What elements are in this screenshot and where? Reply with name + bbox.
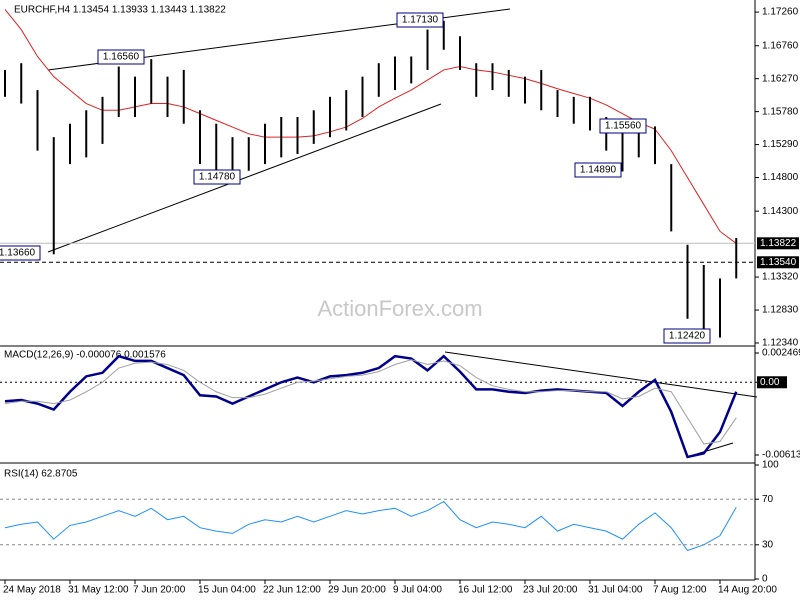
label-box: [757, 376, 787, 389]
x-tick-label: 24 May 2018: [3, 585, 61, 596]
chart-title: EURCHF,H4 1.13454 1.13933 1.13443 1.1382…: [14, 5, 226, 16]
y-tick-label: 0.00: [760, 377, 780, 388]
annotation: 1.15560: [605, 121, 642, 132]
trendline: [47, 103, 442, 253]
y-tick-label: 70: [762, 494, 774, 505]
y-tick-label: 1.13320: [762, 272, 799, 283]
y-tick-label: -0.006136: [762, 450, 800, 461]
trendline: [444, 351, 758, 398]
annotation: 1.14780: [199, 172, 236, 183]
y-tick-label: 100: [762, 460, 779, 471]
rsi-title: RSI(14) 62.8705: [4, 469, 78, 480]
indicator-line: [4, 359, 737, 445]
watermark: ActionForex.com: [317, 296, 482, 321]
price-label: 1.13822: [760, 238, 797, 249]
y-tick-label: 1.16270: [762, 73, 799, 84]
annotation-box: [0, 245, 41, 261]
annotation-box: [396, 12, 444, 28]
annotation-box: [574, 162, 622, 178]
x-tick-label: 23 Jul 20:00: [523, 585, 578, 596]
x-tick-label: 29 Jun 20:00: [328, 585, 386, 596]
x-tick-label: 7 Aug 12:00: [653, 585, 707, 596]
x-tick-label: 14 Aug 20:00: [718, 585, 777, 596]
annotation: 1.12420: [669, 331, 706, 342]
annotation-box: [97, 49, 145, 65]
macd-title: MACD(12,26,9) -0.000076 0.001576: [4, 350, 166, 361]
y-tick-label: 1.14800: [762, 172, 799, 183]
x-tick-label: 9 Jul 04:00: [393, 585, 442, 596]
x-tick-label: 16 Jul 12:00: [458, 585, 513, 596]
annotation-box: [663, 328, 711, 344]
y-tick-label: 0.002469: [762, 348, 800, 359]
x-tick-label: 22 Jun 12:00: [263, 585, 321, 596]
x-tick-label: 7 Jun 20:00: [133, 585, 186, 596]
y-tick-label: 1.15290: [762, 139, 799, 150]
annotation: 1.17130: [402, 15, 439, 26]
annotation: 1.14890: [580, 165, 617, 176]
x-tick-label: 31 May 12:00: [68, 585, 129, 596]
y-tick-label: 30: [762, 539, 774, 550]
y-tick-label: 0: [762, 574, 768, 585]
annotation: 1.16560: [103, 52, 140, 63]
indicator-line: [4, 500, 737, 552]
x-tick-label: 31 Jul 04:00: [588, 585, 643, 596]
y-tick-label: 1.17260: [762, 7, 799, 18]
annotation-box: [599, 118, 647, 134]
y-tick-label: 1.14300: [762, 206, 799, 217]
indicator-line: [4, 354, 738, 459]
y-tick-label: 1.12830: [762, 305, 799, 316]
x-tick-label: 15 Jun 04:00: [198, 585, 256, 596]
label-box: [757, 256, 799, 269]
price-label: 1.13540: [760, 257, 797, 268]
moving-average: [4, 9, 737, 244]
label-box: [757, 237, 799, 250]
y-tick-label: 1.12340: [762, 338, 799, 349]
y-tick-label: 1.16760: [762, 40, 799, 51]
annotation: 1.13660: [0, 248, 36, 259]
annotation-box: [193, 169, 241, 185]
y-tick-label: 1.15780: [762, 106, 799, 117]
